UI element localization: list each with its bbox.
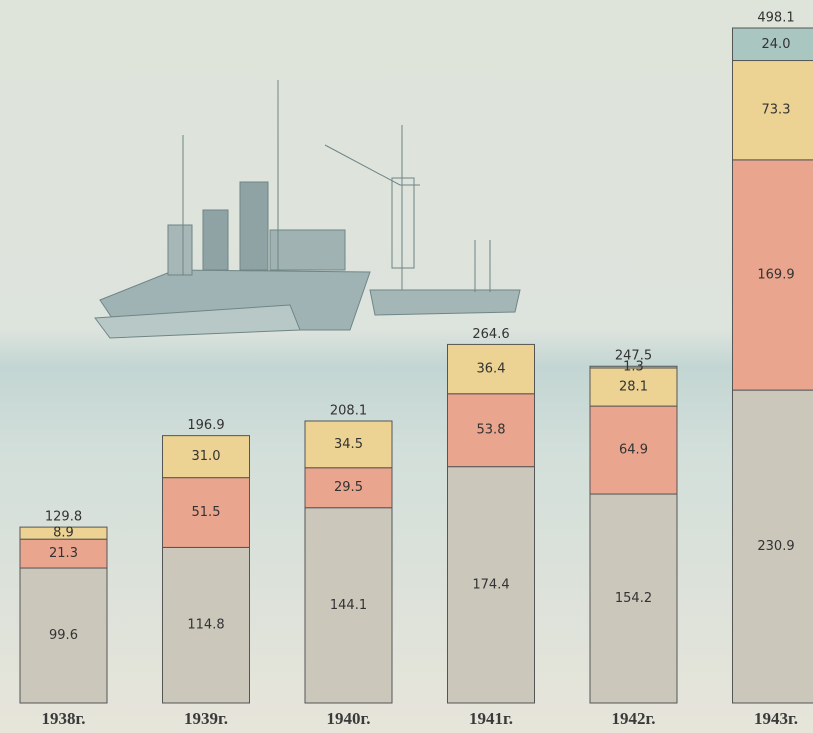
segment-label: 99.6 [49,628,78,643]
x-tick-label: 1943г. [754,709,798,728]
bar-segment [162,435,250,479]
segment-label: 174.4 [472,577,509,592]
bar-segment [447,466,535,704]
bar-segment [162,477,250,548]
bar-segment [589,405,678,495]
bar-segment [589,365,678,369]
segment-label: 230.9 [757,539,794,554]
segment-label: 73.3 [762,103,791,118]
bar-segment [162,546,250,704]
total-label: 247.5 [615,349,652,364]
bar-segment [447,393,535,468]
segment-label: 36.4 [477,362,506,377]
segment-label: 28.1 [619,380,648,395]
bar-segment [19,567,108,704]
segment-label: 24.0 [762,37,791,52]
segment-label: 114.8 [187,618,224,633]
bar-segment [19,526,108,540]
total-label: 208.1 [330,403,367,418]
bar-segment [304,467,393,509]
segment-label: 34.5 [334,437,363,452]
bar-segment [732,389,813,704]
segment-label: 154.2 [615,591,652,606]
bar-segment [304,420,393,469]
x-tick-label: 1939г. [184,709,228,728]
segment-label: 51.5 [192,505,221,520]
total-label: 196.9 [187,418,224,433]
bar-segment [589,493,678,704]
total-label: 498.1 [757,11,794,26]
segment-label: 64.9 [619,443,648,458]
total-label: 129.8 [45,510,82,525]
bar-segment [304,507,393,704]
x-tick-label: 1940г. [326,709,370,728]
segment-label: 31.0 [192,449,221,464]
bar-segment [19,538,108,569]
bar-segment [589,367,678,407]
ship-illustration [94,80,521,339]
segment-label: 29.5 [334,480,363,495]
x-tick-label: 1941г. [469,709,513,728]
bar-segment [732,159,813,391]
segment-label: 21.3 [49,546,78,561]
segment-label: 169.9 [757,267,794,282]
segment-label: 144.1 [330,598,367,613]
segment-label: 53.8 [477,423,506,438]
bar-segment [447,343,535,395]
total-label: 264.6 [472,327,509,342]
segment-label: 8.9 [53,526,74,541]
x-tick-label: 1938г. [41,709,85,728]
x-tick-label: 1942г. [611,709,655,728]
bar-segment [732,27,813,62]
segment-label: 1.3 [623,360,644,375]
